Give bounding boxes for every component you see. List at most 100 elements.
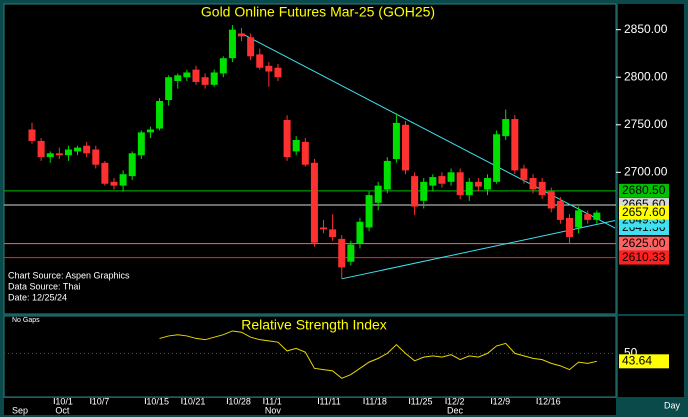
candle-body — [556, 200, 564, 220]
x-tick-label: 10/1 — [55, 396, 73, 406]
x-tick-label: 11/25 — [411, 396, 433, 406]
x-tick-label: 12/9 — [493, 396, 511, 406]
level-label: 2680.50 — [622, 183, 666, 197]
date-axis — [4, 398, 616, 415]
candle-body — [174, 75, 182, 82]
candle-body — [438, 176, 446, 184]
candle-body — [338, 238, 346, 268]
candle-body — [520, 168, 528, 180]
candle-body — [219, 58, 227, 74]
x-tick-label: 12/16 — [538, 396, 561, 406]
candle-body — [46, 153, 54, 158]
note: Chart Source: Aspen Graphics — [8, 270, 130, 280]
rsi-value-label: 43.64 — [622, 353, 652, 367]
candle-body — [593, 212, 601, 220]
y-tick-label: 2750.00 — [624, 117, 668, 131]
candle-body — [547, 191, 555, 209]
x-tick-label: 11/11 — [320, 396, 341, 406]
candle-body — [465, 181, 473, 196]
candle-body — [110, 181, 118, 186]
candle-body — [64, 149, 72, 156]
y-tick-label: 2800.00 — [624, 69, 668, 83]
candle-body — [55, 153, 63, 156]
candle-body — [575, 210, 583, 228]
candle-body — [28, 129, 36, 141]
candle-body — [37, 140, 45, 158]
month-label: Dec — [447, 405, 464, 415]
chart-title: Gold Online Futures Mar-25 (GOH25) — [201, 4, 435, 20]
candle-body — [429, 177, 437, 186]
candle-body — [301, 141, 309, 165]
candle-body — [420, 181, 428, 201]
level-label: 2625.00 — [622, 236, 666, 250]
rsi-title: Relative Strength Index — [241, 317, 387, 333]
candle-body — [283, 120, 291, 158]
level-label-box — [619, 236, 669, 251]
y-tick-label: 2850.00 — [624, 22, 668, 36]
x-tick-label: 12/2 — [447, 396, 465, 406]
candle-body — [365, 195, 373, 228]
candle-body — [92, 149, 100, 165]
candle-body — [201, 77, 209, 85]
last-price-label: 2657.60 — [622, 205, 666, 219]
candle-body — [238, 33, 246, 37]
candle-body — [128, 153, 136, 177]
candle-body — [137, 132, 145, 156]
candle-body — [511, 119, 519, 171]
candle-body — [456, 172, 464, 196]
candle-body — [356, 221, 364, 244]
month-label: Oct — [55, 405, 70, 415]
candle-body — [165, 77, 173, 101]
candle-body — [484, 178, 491, 190]
x-tick-label: 10/7 — [92, 396, 110, 406]
candle-body — [347, 244, 355, 262]
candle-body — [329, 229, 337, 237]
candle-body — [274, 67, 282, 78]
candle-body — [83, 145, 91, 154]
x-tick-label: 11/18 — [365, 396, 387, 406]
candle-body — [119, 174, 127, 186]
level-label: 2610.33 — [622, 250, 666, 264]
candle-body — [529, 178, 537, 190]
candle-body — [383, 160, 391, 190]
candle-body — [538, 181, 546, 196]
candle-body — [310, 162, 318, 243]
candle-body — [402, 124, 410, 171]
candle-body — [584, 214, 592, 220]
x-tick-label: 10/15 — [146, 396, 169, 406]
candle-body — [474, 181, 482, 187]
candle-body — [320, 227, 328, 230]
candle-body — [247, 37, 255, 57]
month-label: Sep — [12, 405, 28, 415]
candle-body — [392, 122, 400, 159]
note: Data Source: Thai — [8, 281, 80, 291]
month-label: Nov — [265, 405, 282, 415]
candle-body — [74, 147, 82, 152]
y-tick-label: 2700.00 — [624, 164, 668, 178]
rsi-line — [159, 330, 597, 379]
candle-body — [256, 54, 264, 68]
candle-body — [183, 72, 191, 78]
level-label-box — [619, 183, 669, 198]
note: Date: 12/25/24 — [8, 292, 67, 302]
x-tick-label: 11/1 — [265, 396, 282, 406]
x-tick-label: 10/21 — [183, 396, 206, 406]
candle-body — [411, 176, 419, 207]
candle-body — [265, 65, 273, 72]
x-tick-label: 10/28 — [228, 396, 251, 406]
x-axis-label: Day — [664, 400, 681, 410]
candle-body — [447, 172, 455, 182]
candle-body — [292, 139, 300, 152]
candle-body — [210, 72, 218, 85]
candle-body — [146, 129, 154, 133]
price-axis — [618, 4, 684, 314]
candle-body — [101, 162, 109, 184]
candle-body — [565, 217, 573, 237]
candle-body — [192, 69, 200, 82]
level-label-box — [619, 250, 669, 265]
candle-body — [374, 185, 382, 203]
gaps-label: No Gaps — [12, 317, 40, 324]
candle-body — [502, 119, 510, 137]
last-price-box — [619, 205, 669, 220]
